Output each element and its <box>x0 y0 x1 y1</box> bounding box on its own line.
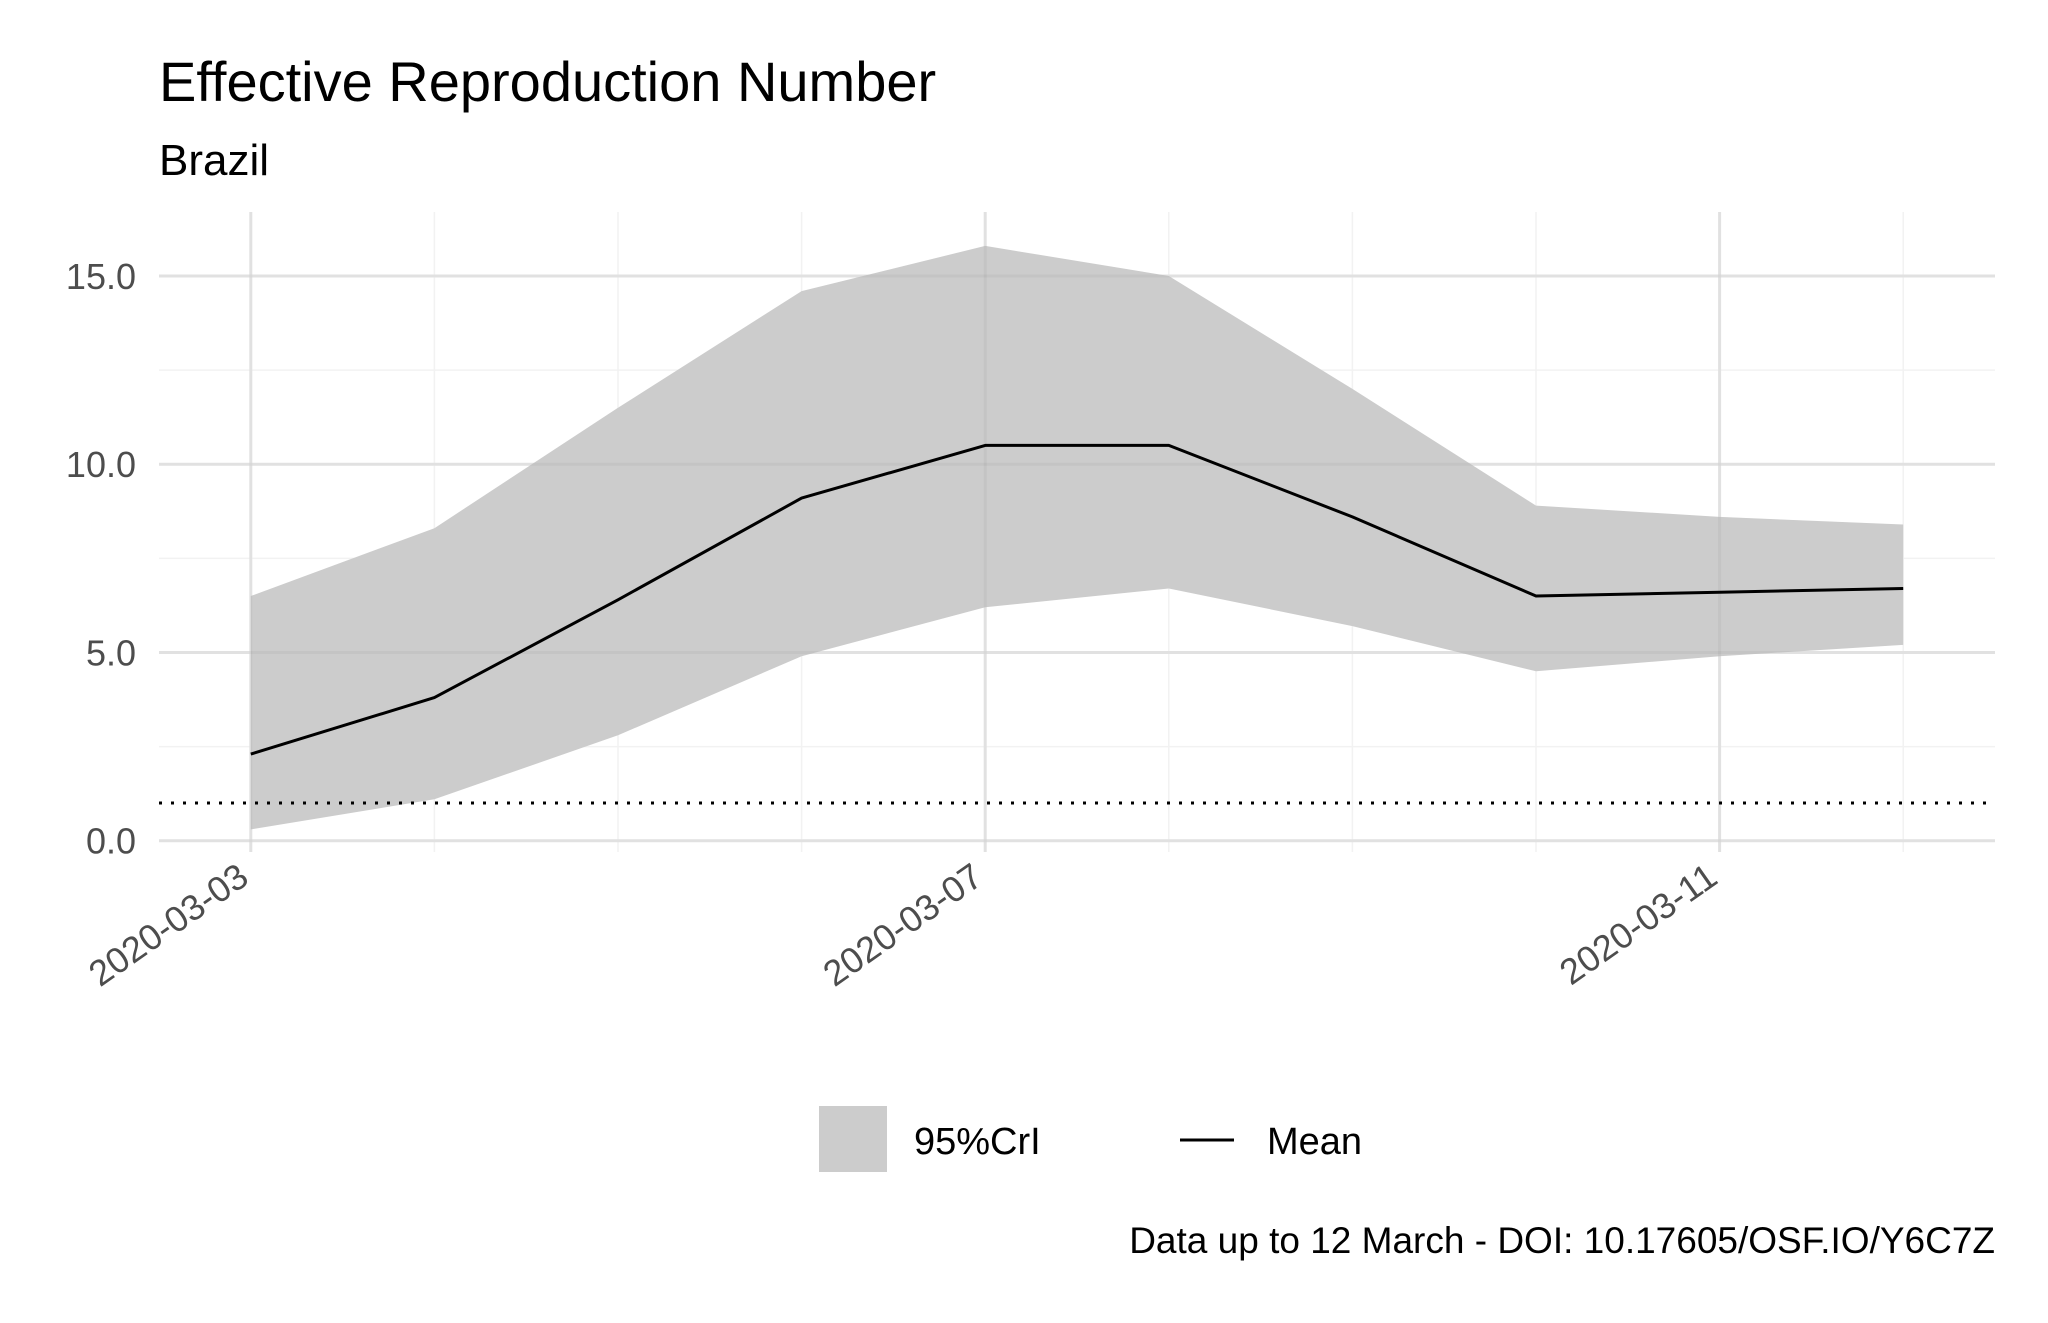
y-tick-label: 0.0 <box>86 821 136 862</box>
x-tick-label: 2020-03-07 <box>815 855 989 994</box>
legend-key-95-crl <box>819 1106 887 1172</box>
chart-caption: Data up to 12 March - DOI: 10.17605/OSF.… <box>1129 1220 1995 1261</box>
legend: 95%CrI Mean <box>819 1106 1362 1172</box>
ribbon-95-crl <box>251 246 1903 830</box>
legend-label-95-crl: 95%CrI <box>914 1121 1041 1163</box>
x-axis: 2020-03-03 2020-03-07 2020-03-11 <box>81 855 1724 994</box>
y-tick-label: 15.0 <box>66 256 136 297</box>
chart-title: Effective Reproduction Number <box>159 50 936 113</box>
y-tick-label: 5.0 <box>86 632 136 673</box>
y-tick-label: 10.0 <box>66 444 136 485</box>
chart-subtitle: Brazil <box>159 136 269 185</box>
x-tick-label: 2020-03-11 <box>1552 855 1724 993</box>
x-tick-label: 2020-03-03 <box>81 855 255 994</box>
ribbon-layer <box>251 246 1903 830</box>
y-axis: 0.0 5.0 10.0 15.0 <box>66 256 136 862</box>
legend-label-mean: Mean <box>1267 1121 1362 1163</box>
